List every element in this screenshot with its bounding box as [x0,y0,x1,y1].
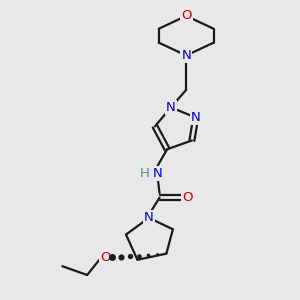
Text: N: N [144,211,154,224]
Text: N: N [166,101,176,114]
Text: O: O [181,9,191,22]
Text: N: N [191,111,201,124]
Text: O: O [100,251,110,264]
Text: N: N [181,49,191,62]
Text: O: O [182,191,193,204]
Text: N: N [152,167,162,180]
Text: H: H [139,167,149,180]
